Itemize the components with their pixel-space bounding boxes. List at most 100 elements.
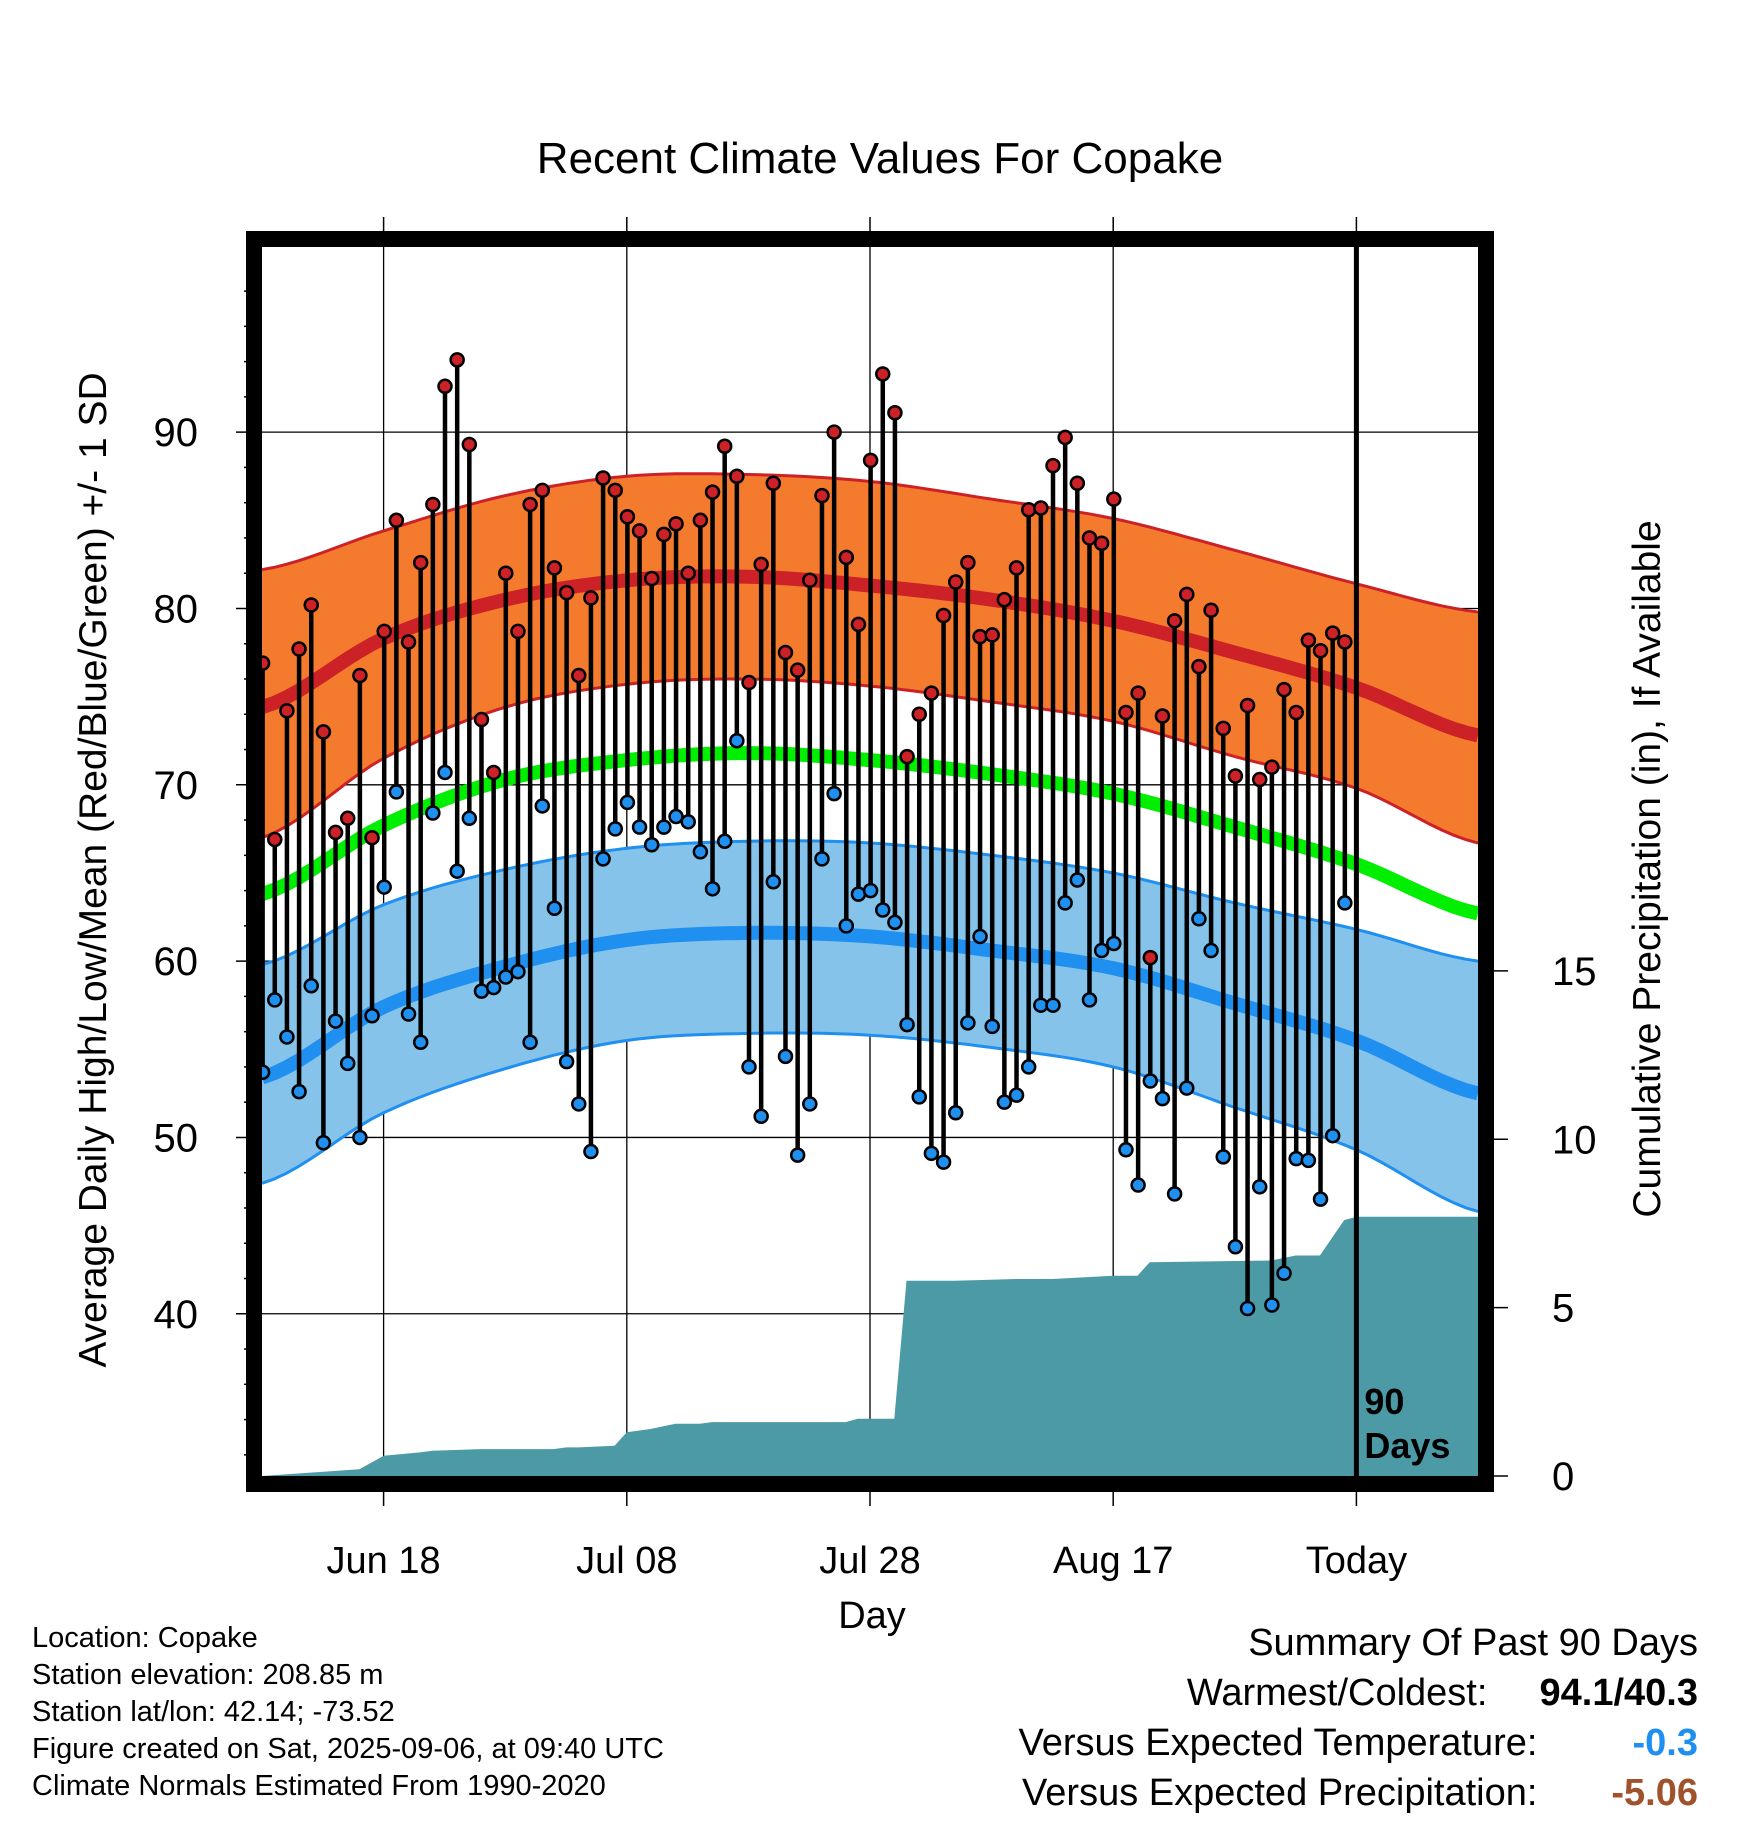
high-temp-point [1020, 501, 1037, 518]
high-temp-point [692, 512, 709, 529]
high-temp-point [911, 706, 927, 723]
low-temp-point [802, 1096, 818, 1112]
low-temp-point [1203, 942, 1219, 959]
low-temp-point [656, 819, 672, 835]
low-temp-point [935, 1154, 952, 1170]
high-temp-point [826, 424, 842, 440]
precip-area [262, 1216, 1478, 1476]
low-temp-point [558, 1053, 575, 1070]
low-temp-point [1118, 1142, 1134, 1158]
high-temp-point [850, 616, 867, 633]
low-temp-point [1093, 942, 1110, 959]
high-temp-point [510, 623, 526, 640]
low-temp-point [1045, 997, 1061, 1013]
high-temp-point [777, 644, 794, 661]
low-temp-point [899, 1016, 915, 1033]
high-temp-point [400, 634, 417, 650]
low-temp-point [947, 1105, 964, 1121]
summary-warm-cold: Warmest/Coldest: 94.1/40.3 [1019, 1668, 1698, 1718]
high-temp-point [352, 667, 368, 684]
low-temp-point [461, 810, 478, 827]
low-temp-point [680, 814, 696, 830]
summary-temperature: Versus Expected Temperature: -0.3 [1019, 1718, 1698, 1768]
low-temp-point [546, 900, 563, 916]
low-temp-point [388, 784, 405, 800]
low-temp-point [765, 874, 782, 890]
low-temp-point [279, 1029, 295, 1045]
high-temp-point [680, 565, 696, 581]
high-temp-point [303, 597, 319, 613]
high-temp-point [607, 482, 623, 499]
low-temp-point [960, 1015, 976, 1031]
low-temp-point [911, 1089, 927, 1105]
high-temp-point [1118, 704, 1134, 721]
high-temp-point [315, 724, 332, 740]
y-tick-label: 50 [154, 1116, 199, 1160]
low-temp-point [1179, 1080, 1195, 1096]
high-temp-point [425, 496, 441, 513]
high-temp-point [546, 560, 563, 576]
high-temp-point [1093, 535, 1110, 551]
low-temp-point [1106, 935, 1122, 952]
low-temp-point [262, 1064, 271, 1080]
summary-precipitation: Versus Expected Precipitation: -5.06 [1019, 1768, 1698, 1818]
plot-content [262, 247, 1478, 1476]
x-tick-label: Today [1306, 1540, 1407, 1582]
low-normal-line [262, 925, 1478, 1101]
high-temp-point [887, 404, 903, 421]
high-temp-point [1215, 720, 1231, 737]
low-temp-point [692, 844, 709, 860]
low-temp-point [607, 821, 623, 837]
high-temp-point [339, 810, 356, 827]
normals-text: Climate Normals Estimated From 1990-2020 [32, 1770, 606, 1802]
low-temp-point [1166, 1186, 1183, 1202]
high-temp-point [498, 565, 514, 581]
high-temp-point [862, 452, 879, 469]
y-tick-label: 70 [154, 764, 199, 808]
temp-value: -0.3 [1632, 1722, 1698, 1764]
high-temp-point [1239, 697, 1256, 714]
high-temp-point [838, 549, 855, 566]
low-temp-point [838, 918, 855, 934]
high-temp-point [972, 628, 988, 645]
high-temp-point [729, 468, 745, 484]
warm-cold-value: 94.1/40.3 [1539, 1672, 1698, 1714]
temp-label: Versus Expected Temperature: [1018, 1722, 1538, 1764]
high-temp-point [558, 584, 575, 601]
low-temp-point [1008, 1087, 1025, 1103]
high-temp-point [741, 674, 757, 691]
low-temp-point [1130, 1177, 1146, 1193]
low-temp-point [1191, 911, 1207, 927]
high-temp-point [571, 667, 587, 684]
y-tick-label: 90 [154, 411, 199, 455]
high-temp-point [923, 685, 940, 701]
low-temp-point [485, 979, 502, 996]
high-temp-point [789, 662, 806, 678]
low-temp-point [862, 882, 879, 899]
low-temp-point [1154, 1090, 1171, 1107]
precip-value: -5.06 [1611, 1772, 1698, 1814]
high-temp-point [619, 509, 636, 525]
high-temp-point [1276, 681, 1292, 698]
low-lower-line [262, 1031, 1478, 1213]
latlon-text: Station lat/lon: 42.14; -73.52 [32, 1696, 395, 1728]
high-temp-point [595, 470, 611, 486]
high-temp-point [935, 607, 952, 624]
low-temp-point [753, 1108, 769, 1125]
high-temp-point [1154, 708, 1171, 724]
low-temp-point [643, 836, 660, 853]
low-temp-point [814, 851, 830, 867]
low-temp-point [972, 928, 988, 945]
low-temp-point [400, 1006, 417, 1022]
low-temp-point [267, 992, 283, 1008]
high-temp-point [461, 436, 478, 453]
low-temp-point [449, 863, 465, 879]
low-temp-point [364, 1008, 380, 1024]
high-temp-point [1008, 560, 1025, 576]
x-tick-label: Jul 28 [819, 1540, 920, 1582]
high-temp-point [327, 824, 344, 841]
high-temp-point [1337, 634, 1353, 650]
precip-label: Versus Expected Precipitation: [1022, 1772, 1538, 1814]
y2-tick-label: 0 [1552, 1455, 1574, 1499]
